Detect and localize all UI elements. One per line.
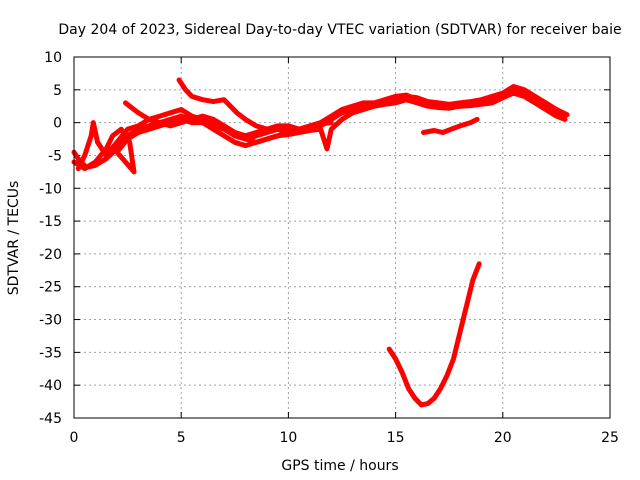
y-tick-labels: 10 5 0 -5 -10 -15 -20 -25 -30 -35 -40 -45 xyxy=(39,50,62,427)
x-tick-label: 15 xyxy=(387,430,405,446)
series-trace-3 xyxy=(71,90,568,175)
y-tick-label: -10 xyxy=(39,181,62,197)
series-trace-7 xyxy=(386,261,482,408)
y-tick-label: -20 xyxy=(39,247,62,263)
y-tick-label: 10 xyxy=(44,50,62,66)
x-tick-label: 5 xyxy=(177,430,186,446)
x-tick-label: 25 xyxy=(601,430,619,446)
y-tick-label: -25 xyxy=(39,280,62,296)
y-tick-label: -15 xyxy=(39,214,62,230)
x-tick-label: 0 xyxy=(70,430,79,446)
y-tick-label: -30 xyxy=(39,313,62,329)
series-trace-5 xyxy=(176,77,291,135)
series-trace-4 xyxy=(123,100,334,139)
series-trace-6 xyxy=(421,116,480,135)
x-tick-label: 20 xyxy=(494,430,512,446)
y-tick-label: -45 xyxy=(39,411,62,427)
chart-title: Day 204 of 2023, Sidereal Day-to-day VTE… xyxy=(58,22,621,38)
data-series xyxy=(71,77,570,408)
y-tick-label: -40 xyxy=(39,378,62,394)
x-tick-labels: 0 5 10 15 20 25 xyxy=(70,430,619,446)
x-tick-label: 10 xyxy=(279,430,297,446)
y-tick-label: -35 xyxy=(39,345,62,361)
y-tick-label: 0 xyxy=(53,116,62,132)
y-tick-label: -5 xyxy=(48,148,62,164)
y-axis-label: SDTVAR / TECUs xyxy=(6,181,22,296)
plot-frame xyxy=(73,56,611,419)
y-tick-label: 5 xyxy=(53,83,62,99)
x-axis-label: GPS time / hours xyxy=(281,458,398,474)
